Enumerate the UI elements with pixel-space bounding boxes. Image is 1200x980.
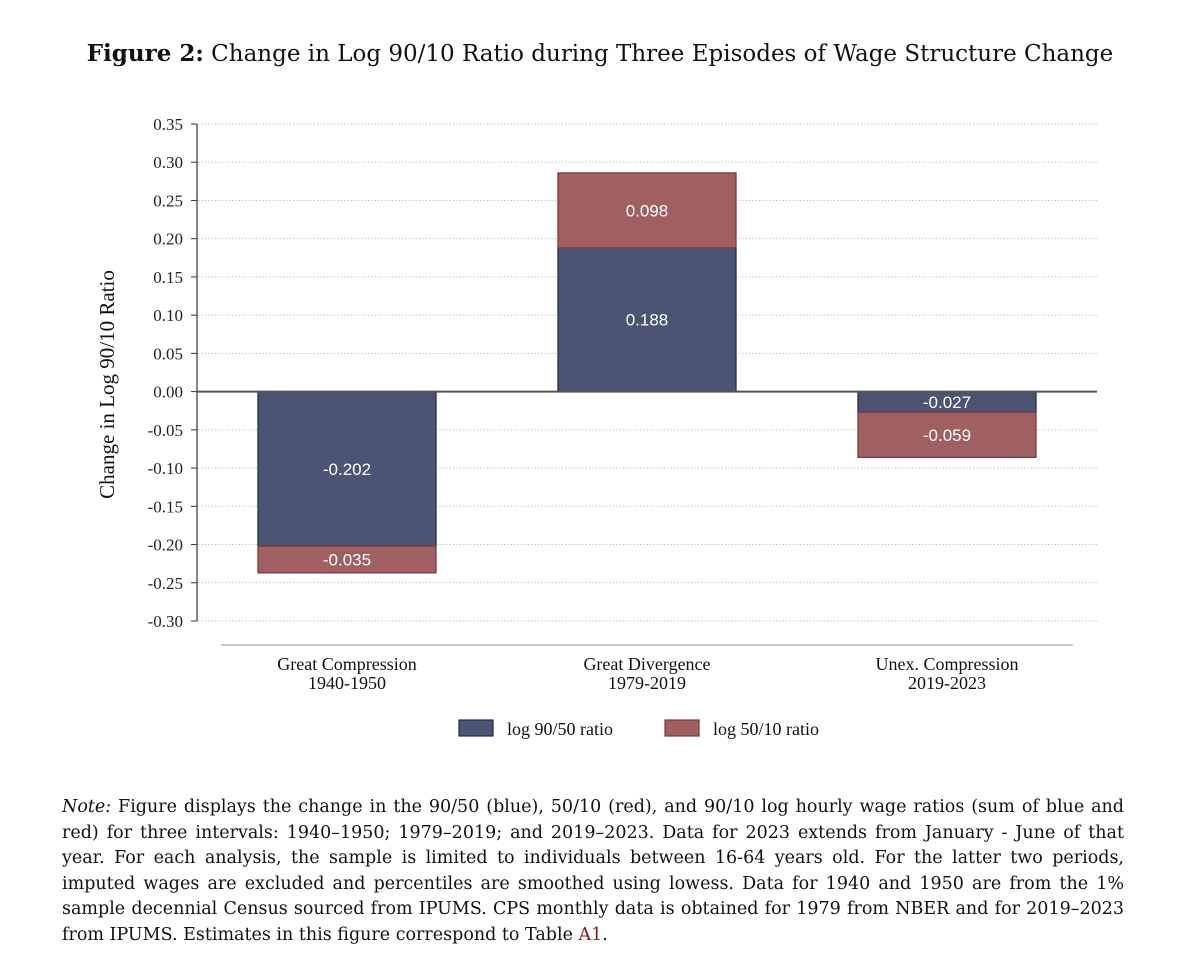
y-tick-label: 0.10 <box>153 306 183 325</box>
y-tick-label: -0.10 <box>148 459 183 478</box>
bar-value-label: 0.098 <box>626 201 669 220</box>
y-tick-label: 0.35 <box>153 115 183 134</box>
legend-swatch <box>458 719 494 737</box>
bar-50-10 <box>557 172 737 249</box>
note-label: Note: <box>62 797 112 817</box>
y-tick-label: 0.30 <box>153 153 183 172</box>
bar-90-50 <box>557 247 737 393</box>
y-tick-label: 0.15 <box>153 268 183 287</box>
y-tick-label: 0.05 <box>153 344 183 363</box>
x-category-label: 2019-2023 <box>908 673 986 693</box>
bar-value-label: -0.202 <box>323 460 371 479</box>
x-category-label: Unex. Compression <box>876 654 1019 674</box>
legend-label: log 90/50 ratio <box>507 719 613 739</box>
stacked-bar-chart: -0.30 -0.25 -0.20 -0.15 -0.10 -0.05 0.00 0.05 0.… <box>95 115 1097 739</box>
bar-50-10 <box>857 411 1037 459</box>
y-tick-label: 0.20 <box>153 230 183 249</box>
legend-swatch <box>664 719 700 737</box>
y-tick-label: -0.20 <box>148 536 183 555</box>
bar-value-label: -0.035 <box>323 550 371 569</box>
note-text: Figure displays the change in the 90/50 … <box>62 797 1124 945</box>
y-tick-label: -0.15 <box>148 497 183 516</box>
table-reference-link[interactable]: A1 <box>578 924 603 945</box>
bar-50-10 <box>257 545 437 574</box>
figure-title: Figure 2: Change in Log 90/10 Ratio duri… <box>0 40 1200 67</box>
bar-90-50 <box>257 390 437 547</box>
figure-title-text: Change in Log 90/10 Ratio during Three E… <box>211 41 1114 67</box>
y-tick-label: 0.25 <box>153 191 183 210</box>
bar-value-label: -0.059 <box>923 426 971 445</box>
bar-value-label: -0.027 <box>923 393 971 412</box>
legend-label: log 50/10 ratio <box>713 719 819 739</box>
y-tick-label: -0.05 <box>148 421 183 440</box>
figure-label: Figure 2: <box>86 40 204 67</box>
x-category-label: 1940-1950 <box>308 673 386 693</box>
x-category-label: Great Compression <box>277 654 416 674</box>
y-tick-label: -0.25 <box>148 574 183 593</box>
x-category-label: Great Divergence <box>583 654 710 674</box>
figure-note: Note: Figure displays the change in the … <box>62 795 1124 948</box>
y-tick-label: 0.00 <box>153 383 183 402</box>
x-category-label: 1979-2019 <box>608 673 686 693</box>
y-tick-label: -0.30 <box>148 612 183 631</box>
y-axis-label: Change in Log 90/10 Ratio <box>95 270 119 499</box>
bar-value-label: 0.188 <box>626 311 669 330</box>
note-end: . <box>602 924 608 945</box>
